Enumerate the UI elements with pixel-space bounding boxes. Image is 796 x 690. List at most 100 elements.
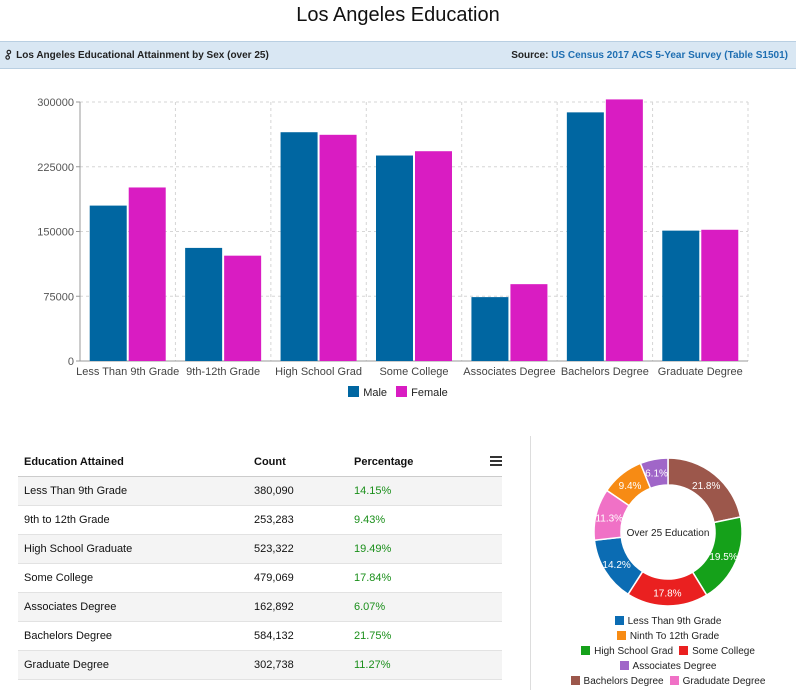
column-header-count: Count: [248, 448, 348, 477]
cell-count: 380,090: [248, 476, 348, 506]
legend-swatch: [570, 676, 580, 685]
legend-item[interactable]: Some College: [679, 644, 755, 659]
table-row: Less Than 9th Grade 380,090 14.15%: [18, 476, 502, 506]
legend-label-female: Female: [411, 387, 448, 399]
x-tick-label: Some College: [379, 366, 448, 378]
cell-percentage: 14.15%: [348, 476, 502, 506]
legend-label: Some College: [692, 646, 755, 657]
legend-label: High School Grad: [594, 646, 674, 657]
legend-row: Associates Degree: [540, 659, 796, 674]
page-title: Los Angeles Education: [296, 4, 500, 26]
legend-label-male: Male: [363, 387, 388, 399]
cell-percentage: 19.49%: [348, 534, 502, 564]
legend-label: Gradudate Degree: [682, 676, 766, 687]
bar-female: [128, 187, 166, 361]
bar-male: [280, 132, 318, 361]
donut-chart-legend: Less Than 9th Grade Ninth To 12th Grade Hi…: [540, 614, 796, 689]
donut-slice-label: 14.2%: [602, 560, 630, 571]
donut-chart: 21.8% 19.5% 17.8% 14.2% 11.3% 9.4%6.1% Over 25…: [593, 457, 743, 607]
legend-row: High School Grad Some College: [540, 644, 796, 659]
cell-education: High School Graduate: [18, 534, 248, 564]
legend-item[interactable]: Less Than 9th Grade: [614, 614, 722, 629]
cell-education: Graduate Degree: [18, 650, 248, 680]
bar-male: [376, 155, 413, 361]
x-tick-label: Bachelors Degree: [561, 366, 649, 378]
legend-item[interactable]: High School Grad: [581, 644, 673, 659]
donut-center-label: Over 25 Education: [627, 528, 710, 539]
legend-item[interactable]: Bachelors Degree: [570, 674, 664, 689]
legend-label: Associates Degree: [632, 661, 717, 672]
bar-female: [605, 99, 643, 361]
legend-swatch-female: [396, 386, 408, 397]
legend-item[interactable]: Gradudate Degree: [669, 674, 766, 689]
bar-female: [510, 284, 548, 361]
cell-count: 523,322: [248, 534, 348, 564]
table-row: Some College 479,069 17.84%: [18, 563, 502, 593]
donut-slice-label: 9.4%: [619, 481, 642, 492]
column-header-education: Education Attained: [18, 448, 248, 477]
cell-percentage: 6.07%: [348, 592, 502, 622]
cell-education: Associates Degree: [18, 592, 248, 622]
cell-education: Some College: [18, 563, 248, 593]
legend-swatch: [679, 646, 689, 655]
y-tick-label: 0: [68, 356, 74, 368]
legend-row: Less Than 9th Grade: [540, 614, 796, 629]
section-divider: [530, 436, 531, 690]
y-tick-label: 225000: [37, 162, 74, 174]
cell-count: 253,283: [248, 505, 348, 535]
cell-count: 162,892: [248, 592, 348, 622]
legend-swatch: [616, 631, 626, 640]
x-tick-label: Less Than 9th Grade: [76, 366, 179, 378]
panel-heading-text: Los Angeles Educational Attainment by Se…: [16, 50, 269, 61]
legend-row: Ninth To 12th Grade: [540, 629, 796, 644]
legend-swatch: [614, 616, 624, 625]
bar-chart-legend: Male Female: [0, 386, 796, 404]
legend-item[interactable]: Ninth To 12th Grade: [616, 629, 719, 644]
y-tick-label: 75000: [43, 291, 74, 303]
legend-swatch-male: [348, 386, 360, 397]
x-tick-label: Associates Degree: [463, 366, 555, 378]
donut-slice: [639, 457, 669, 490]
panel-header: ☍Los Angeles Educational Attainment by S…: [0, 41, 796, 69]
bar-male: [566, 112, 604, 361]
bar-male: [662, 230, 700, 361]
source-link[interactable]: US Census 2017 ACS 5-Year Survey (Table …: [551, 50, 788, 61]
legend-item[interactable]: Associates Degree: [619, 659, 717, 674]
donut-slice-label: 17.8%: [653, 588, 681, 599]
legend-swatch: [581, 646, 591, 655]
table-row: Associates Degree 162,892 6.07%: [18, 592, 502, 622]
donut-slice-label: 19.5%: [709, 552, 737, 563]
bar-male: [89, 205, 127, 361]
legend-label: Bachelors Degree: [583, 676, 664, 687]
y-tick-label: 300000: [37, 97, 74, 109]
legend-swatch: [669, 676, 679, 685]
bar-female: [701, 229, 739, 361]
column-header-percentage: Percentage: [348, 448, 502, 477]
legend-label: Less Than 9th Grade: [627, 616, 722, 627]
legend-item-female[interactable]: Female: [396, 386, 448, 399]
bar-female: [224, 255, 262, 361]
source-label: Source:: [511, 50, 549, 61]
hamburger-menu-icon[interactable]: [490, 456, 502, 466]
cell-count: 479,069: [248, 563, 348, 593]
table-row: High School Graduate 523,322 19.49%: [18, 534, 502, 564]
source-info: Source: US Census 2017 ACS 5-Year Survey…: [511, 42, 788, 69]
table-header-row: Education Attained Count Percentage: [18, 448, 502, 477]
cell-percentage: 9.43%: [348, 505, 502, 535]
table-row: 9th to 12th Grade 253,283 9.43%: [18, 505, 502, 535]
cell-education: Bachelors Degree: [18, 621, 248, 651]
education-table-wrap: Education Attained Count Percentage Less…: [18, 448, 502, 680]
x-tick-label: 9th-12th Grade: [186, 366, 260, 378]
education-table: Education Attained Count Percentage Less…: [18, 448, 502, 680]
legend-item-male[interactable]: Male: [348, 386, 387, 399]
x-tick-label: High School Grad: [275, 366, 362, 378]
legend-row: Bachelors Degree Gradudate Degree: [540, 674, 796, 689]
cell-count: 302,738: [248, 650, 348, 680]
donut-slice-label: 6.1%: [645, 469, 668, 480]
bar-male: [185, 247, 223, 361]
legend-swatch: [619, 661, 629, 670]
cell-percentage: 21.75%: [348, 621, 502, 651]
y-tick-label: 150000: [37, 227, 74, 239]
panel-heading: ☍Los Angeles Educational Attainment by S…: [2, 42, 269, 69]
donut-slice-label: 11.3%: [595, 513, 623, 524]
